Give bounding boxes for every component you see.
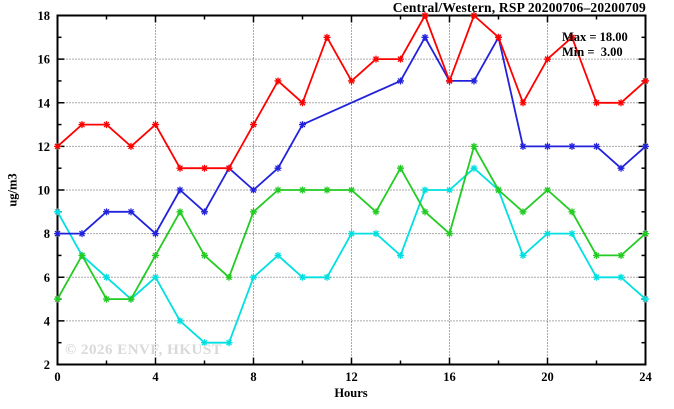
max-value-label: Max = 18.00 bbox=[562, 30, 628, 44]
series-red-markers bbox=[54, 12, 649, 172]
x-tick-label: 4 bbox=[152, 370, 159, 384]
y-tick-label: 18 bbox=[38, 9, 51, 23]
y-tick-label: 16 bbox=[38, 53, 51, 67]
x-tick-label: 0 bbox=[54, 370, 60, 384]
y-tick-label: 14 bbox=[38, 96, 51, 110]
y-tick-label: 12 bbox=[38, 140, 51, 154]
plot-border bbox=[56, 14, 647, 366]
x-tick-label: 16 bbox=[443, 370, 456, 384]
min-value-label: Min = 3.00 bbox=[562, 45, 623, 59]
y-tick-label: 6 bbox=[44, 271, 50, 285]
x-axis-label: Hours bbox=[334, 386, 368, 400]
series-green-markers bbox=[54, 142, 649, 303]
x-tick-label: 20 bbox=[541, 370, 554, 384]
y-axis-label: ug/m3 bbox=[5, 173, 20, 207]
y-tick-label: 4 bbox=[44, 314, 51, 328]
chart-title: Central/Western, RSP 20200706–20200709 bbox=[392, 0, 646, 15]
series-cyan-line bbox=[56, 167, 647, 344]
x-tick-label: 24 bbox=[639, 370, 652, 384]
x-tick-label: 8 bbox=[250, 370, 256, 384]
y-tick-label: 10 bbox=[38, 184, 51, 198]
max-min-annotation: Max = 18.00 Min = 3.00 bbox=[562, 30, 628, 60]
x-tick-label: 12 bbox=[345, 370, 358, 384]
series-blue-line bbox=[57, 36, 647, 235]
y-tick-label: 8 bbox=[44, 227, 50, 241]
series-cyan-markers bbox=[54, 164, 649, 347]
y-tick-label: 2 bbox=[44, 358, 50, 372]
watermark: © 2026 ENVF, HKUST bbox=[65, 342, 223, 358]
